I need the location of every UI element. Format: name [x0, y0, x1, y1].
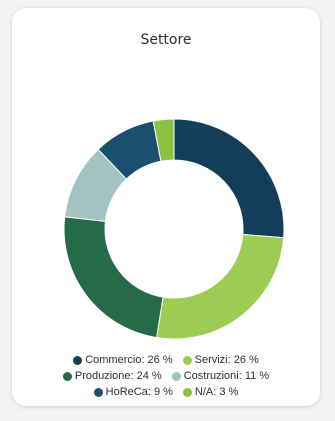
chart-card: Settore Commercio: 26 % Servizi: 26 % Pr… [12, 8, 320, 406]
donut-slice-servizi [156, 233, 285, 340]
legend-item-servizi: Servizi: 26 % [182, 354, 259, 366]
donut-chart [63, 118, 285, 340]
legend-item-produzione: Produzione: 24 % [62, 370, 162, 382]
legend-swatch [182, 387, 192, 397]
legend-item-na: N/A: 3 % [182, 386, 239, 398]
donut-slice-produzione [63, 216, 164, 339]
legend-item-commercio: Commercio: 26 % [73, 354, 173, 366]
donut-slice-commercio [173, 118, 285, 239]
legend-label: Costruzioni: 11 % [183, 370, 270, 382]
legend-swatch [62, 371, 72, 381]
donut-slice-n-a [152, 118, 175, 162]
legend-row: Commercio: 26 % Servizi: 26 % [12, 352, 320, 368]
legend-swatch [171, 371, 181, 381]
legend-row: HoReCa: 9 % N/A: 3 % [12, 384, 320, 400]
legend-label: Servizi: 26 % [194, 354, 259, 366]
legend-item-horeca: HoReCa: 9 % [93, 386, 173, 398]
legend-swatch [182, 355, 192, 365]
legend-swatch [93, 387, 103, 397]
legend-label: Produzione: 24 % [74, 370, 162, 382]
legend-label: Commercio: 26 % [85, 354, 173, 366]
legend-item-costruzioni: Costruzioni: 11 % [171, 370, 270, 382]
legend-label: N/A: 3 % [194, 386, 239, 398]
legend-label: HoReCa: 9 % [105, 386, 173, 398]
legend-row: Produzione: 24 % Costruzioni: 11 % [12, 368, 320, 384]
chart-legend: Commercio: 26 % Servizi: 26 % Produzione… [12, 352, 320, 400]
chart-title: Settore [140, 32, 192, 48]
legend-swatch [73, 355, 83, 365]
